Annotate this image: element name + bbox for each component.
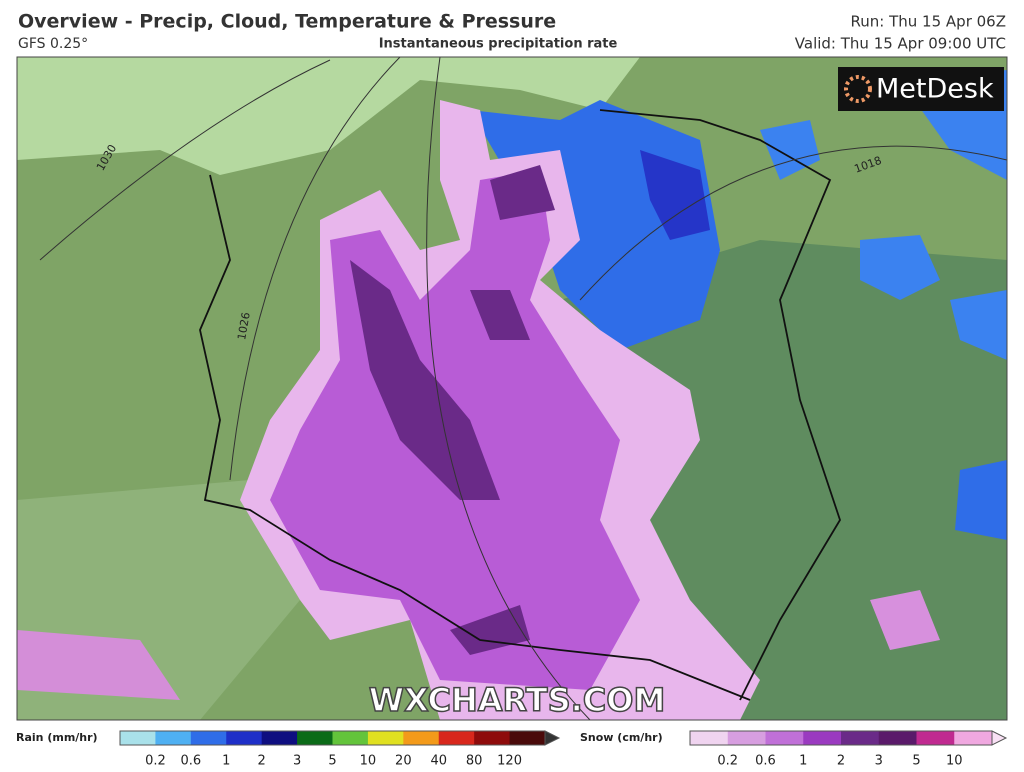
tick-label: 3 bbox=[875, 754, 883, 769]
color-swatch bbox=[954, 731, 993, 745]
snow-legend-label: Snow (cm/hr) bbox=[580, 731, 663, 744]
color-swatch bbox=[261, 731, 298, 745]
tick-label: 20 bbox=[395, 754, 412, 769]
border bbox=[199, 109, 841, 701]
tick-label: 0.6 bbox=[755, 754, 776, 769]
color-swatch bbox=[226, 731, 263, 745]
tick-label: 3 bbox=[293, 754, 301, 769]
tick-label: 0.6 bbox=[180, 754, 201, 769]
snow-area bbox=[17, 630, 180, 700]
color-swatch bbox=[916, 731, 955, 745]
isobar-label: 1026 bbox=[235, 311, 253, 341]
snow-area bbox=[450, 605, 530, 655]
color-swatch bbox=[332, 731, 369, 745]
model: GFS 0.25° bbox=[18, 36, 88, 52]
snow-area bbox=[350, 260, 500, 500]
tick-label: 1 bbox=[222, 754, 230, 769]
tick-label: 40 bbox=[430, 754, 447, 769]
map: 1030 1026 1018 MetDesk WXCHARTS.COM bbox=[16, 56, 1008, 721]
title: Overview - Precip, Cloud, Temperature & … bbox=[18, 11, 556, 33]
rain-legend-label: Rain (mm/hr) bbox=[16, 731, 98, 744]
color-swatch bbox=[509, 731, 546, 745]
snow-colorbar: 0.2 0.6 1 2 3 5 10 bbox=[689, 730, 1008, 769]
color-swatch bbox=[120, 731, 156, 745]
color-swatch bbox=[155, 731, 192, 745]
tick-label: 120 bbox=[497, 754, 522, 769]
color-swatch bbox=[474, 731, 511, 745]
snow-area bbox=[870, 590, 940, 650]
rain-colorbar: 0.2 0.6 1 2 3 5 10 20 40 80 120 bbox=[119, 730, 561, 769]
tick-label: 2 bbox=[837, 754, 845, 769]
color-swatch bbox=[727, 731, 766, 745]
logo-box bbox=[838, 67, 1004, 111]
tick-label: 2 bbox=[258, 754, 266, 769]
isobar bbox=[39, 57, 1007, 720]
tick-label: 0.2 bbox=[145, 754, 166, 769]
tick-label: 5 bbox=[912, 754, 920, 769]
color-swatch bbox=[765, 731, 804, 745]
logo-icon bbox=[844, 75, 872, 103]
tick-label: 5 bbox=[328, 754, 336, 769]
color-swatch bbox=[367, 731, 404, 745]
tick-label: 80 bbox=[466, 754, 483, 769]
tick-label: 1 bbox=[799, 754, 807, 769]
tick-label: 10 bbox=[946, 754, 963, 769]
color-swatch bbox=[190, 731, 227, 745]
rain-area bbox=[860, 235, 940, 300]
color-swatch bbox=[297, 731, 333, 745]
tick-label: 10 bbox=[360, 754, 377, 769]
color-swatch bbox=[438, 731, 475, 745]
color-swatch bbox=[803, 731, 842, 745]
colorbar-tip bbox=[991, 730, 1008, 746]
map-frame bbox=[16, 56, 1008, 721]
run: Run: Thu 15 Apr 06Z bbox=[851, 13, 1006, 31]
color-swatch bbox=[878, 731, 917, 745]
snow-area bbox=[470, 290, 530, 340]
subtitle: Instantaneous precipitation rate bbox=[379, 37, 618, 52]
rain-area bbox=[955, 460, 1007, 540]
color-swatch bbox=[841, 731, 880, 745]
rain-area bbox=[950, 290, 1007, 360]
tick-label: 0.2 bbox=[717, 754, 738, 769]
logo: MetDesk bbox=[876, 74, 994, 105]
color-swatch bbox=[690, 731, 729, 745]
sea bbox=[17, 57, 640, 175]
snow-area bbox=[490, 165, 555, 220]
watermark: WXCHARTS.COM bbox=[369, 681, 666, 719]
rain-area bbox=[640, 150, 710, 240]
valid: Valid: Thu 15 Apr 09:00 UTC bbox=[795, 35, 1006, 53]
color-swatch bbox=[403, 731, 440, 745]
colorbar-tip bbox=[544, 730, 561, 746]
